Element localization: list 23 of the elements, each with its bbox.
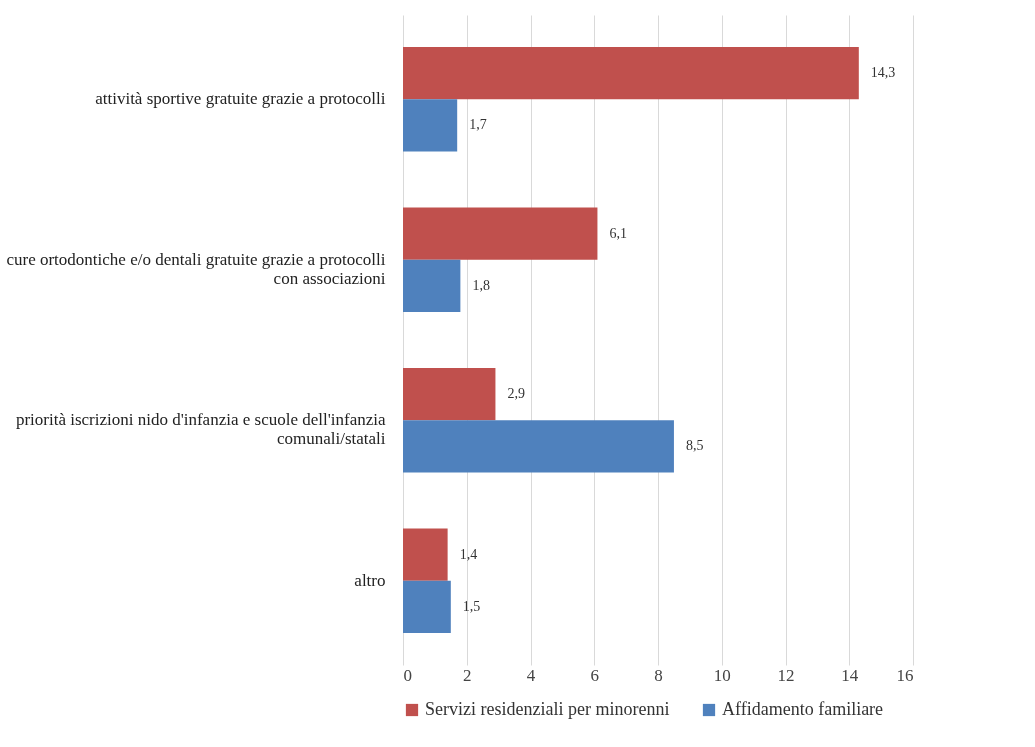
x-tick-label: 4 [526,665,536,685]
x-tick-label: 8 [654,665,663,685]
x-tick-label: 0 [403,665,412,685]
data-label: 8,5 [685,438,704,454]
y-tick-label: cure ortodontiche e/o dentali gratuite grazie a protocolli con associazioni [6,249,386,288]
x-tick-label: 10 [713,665,731,685]
x-tick-label: 12 [777,665,795,685]
data-label: 1,4 [459,546,478,562]
x-tick-label: 6 [590,665,599,685]
data-label: 14,3 [870,65,896,81]
data-label: 1,5 [462,598,481,614]
data-label: 1,8 [472,277,490,293]
data-label: 1,7 [469,117,487,133]
data-label: 2,9 [507,386,525,402]
x-tick-label: 2 [463,665,472,685]
y-tick-label: altro [354,570,386,590]
data-label: 6,1 [609,225,627,241]
x-tick-label: 14 [841,665,859,685]
y-tick-label: priorità iscrizioni nido d'infanzia e scuole dell'infanzia comunali/statali [15,410,386,449]
legend-label: Servizi residenziali per minorenni [425,699,670,719]
y-tick-label: attività sportive gratuite grazie a protocolli [95,89,386,109]
x-tick-label: 16 [896,665,914,685]
legend-label: Affidamento familiare [722,699,884,719]
